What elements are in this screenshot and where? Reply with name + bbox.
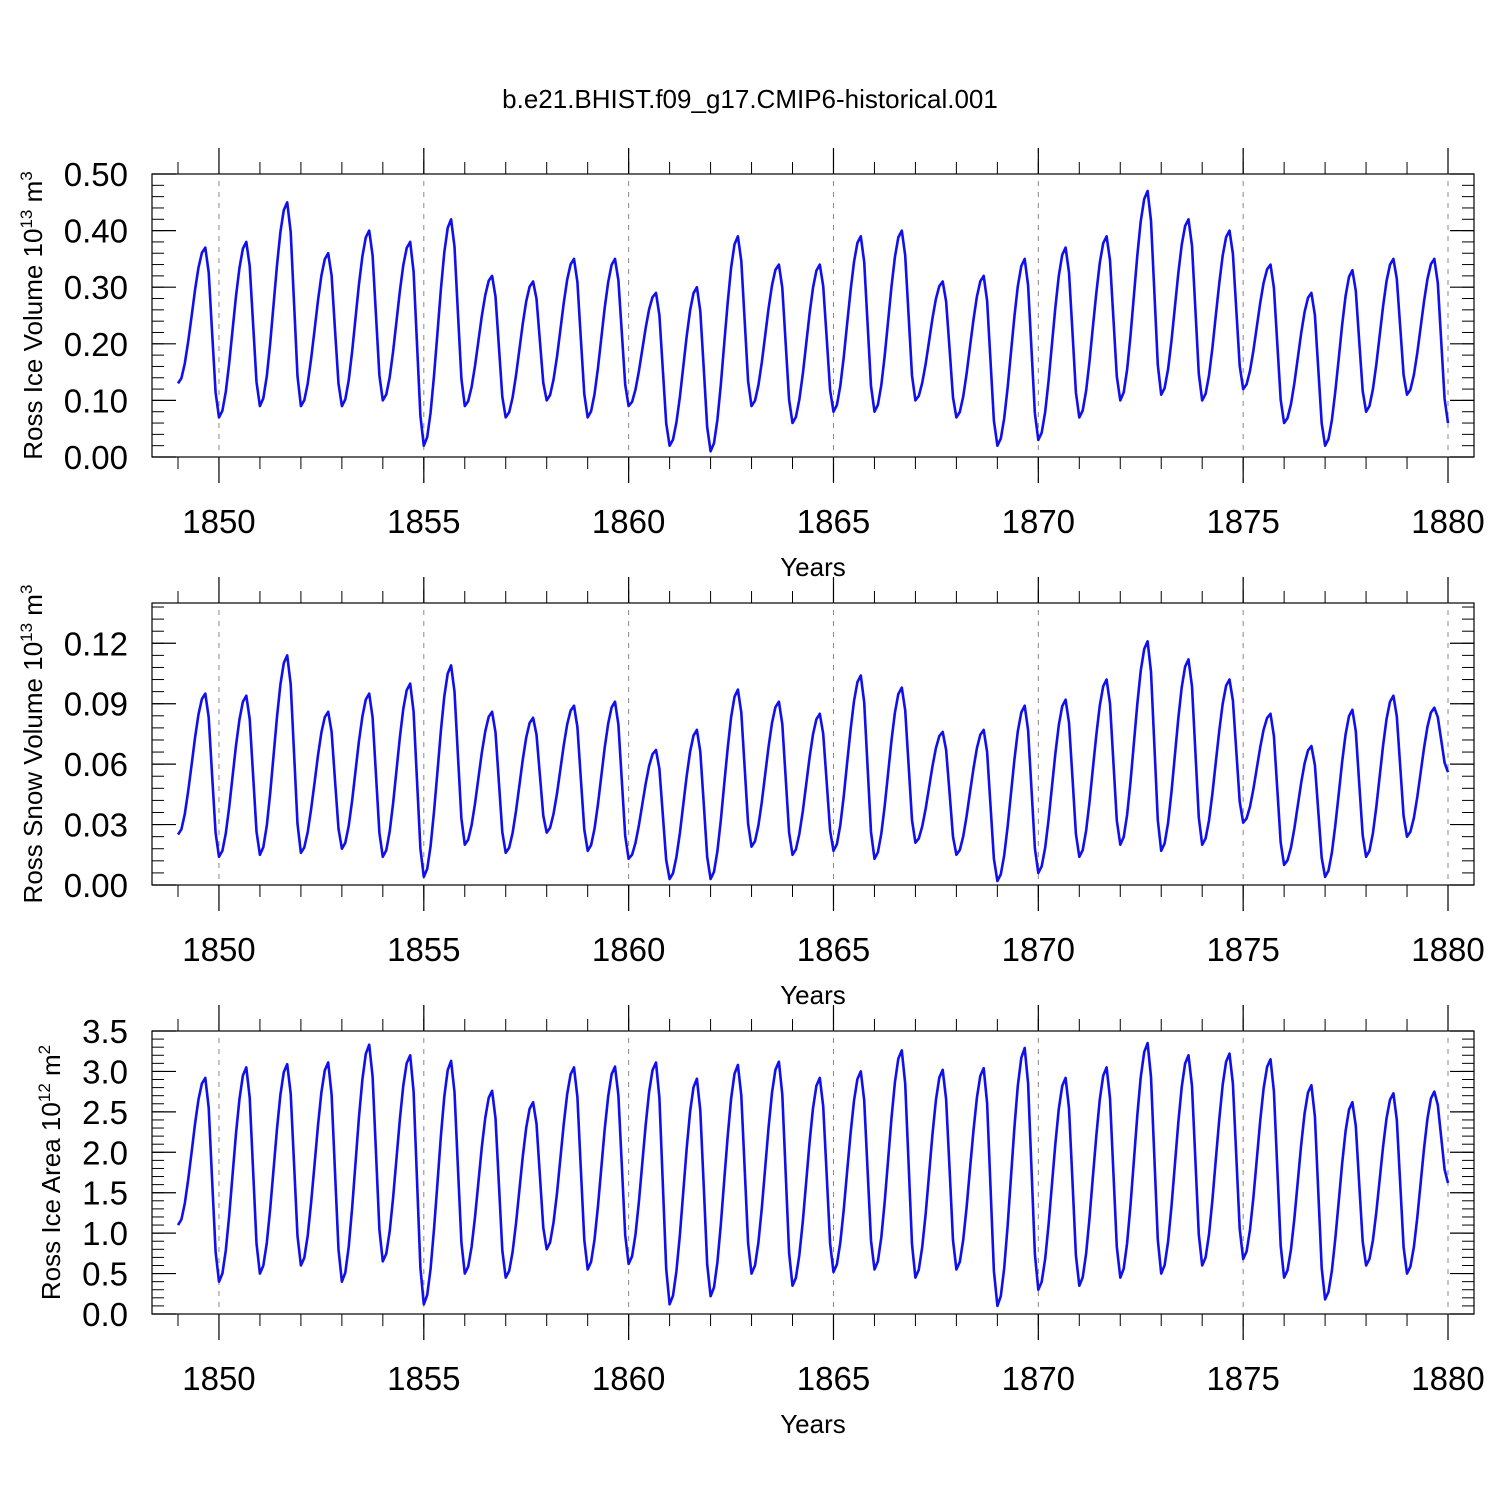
x-tick-label: 1865: [797, 931, 870, 968]
x-tick-label: 1880: [1411, 931, 1484, 968]
x-tick-label: 1860: [592, 931, 665, 968]
y-tick-label: 0.06: [64, 746, 128, 783]
plot-frame: [151, 173, 1475, 458]
x-axis-label: Years: [780, 1409, 846, 1439]
x-tick-label: 1870: [1002, 1360, 1075, 1397]
y-tick-label: 0.5: [82, 1256, 128, 1293]
y-tick-label: 0.40: [64, 213, 128, 250]
x-tick-label: 1850: [182, 1360, 255, 1397]
y-tick-label: 0.00: [64, 439, 128, 476]
x-tick-label: 1870: [1002, 503, 1075, 540]
x-tick-label: 1880: [1411, 1360, 1484, 1397]
x-tick-label: 1875: [1206, 503, 1279, 540]
x-tick-label: 1875: [1206, 1360, 1279, 1397]
y-tick-label: 0.03: [64, 807, 128, 844]
x-tick-label: 1850: [182, 503, 255, 540]
x-tick-label: 1860: [592, 1360, 665, 1397]
y-axis-label: Ross Ice Area 1012 m2: [35, 1045, 66, 1300]
x-axis-label: Years: [780, 552, 846, 582]
series-line: [176, 640, 1450, 883]
y-tick-label: 0.0: [82, 1296, 128, 1333]
y-tick-label: 0.50: [64, 156, 128, 193]
y-tick-label: 0.09: [64, 686, 128, 723]
plot-frame: [151, 1030, 1475, 1315]
x-tick-label: 1855: [387, 503, 460, 540]
panel-ross-ice-volume: 1850 1855 1860 1865 1870 1875 1880 Years 0.00 0.1…: [17, 148, 1485, 582]
panel-ross-snow-volume: 1850 1855 1860 1865 1870 1875 1880 Years 0.00 0.0…: [17, 577, 1485, 1010]
x-tick-label: 1865: [797, 1360, 870, 1397]
y-tick-label: 0.30: [64, 269, 128, 306]
x-tick-label: 1865: [797, 503, 870, 540]
x-tick-label: 1860: [592, 503, 665, 540]
y-axis-label: Ross Snow Volume 1013 m3: [17, 585, 48, 904]
y-tick-label: 2.5: [82, 1094, 128, 1131]
y-tick-label: 1.5: [82, 1175, 128, 1212]
panel-ross-ice-area: 1850 1855 1860 1865 1870 1875 1880 Years 0.00.5 1…: [35, 1005, 1485, 1439]
y-tick-label: 0.20: [64, 326, 128, 363]
y-tick-label: 2.0: [82, 1134, 128, 1171]
y-tick-label: 3.5: [82, 1013, 128, 1050]
x-tick-label: 1850: [182, 931, 255, 968]
x-tick-label: 1875: [1206, 931, 1279, 968]
x-tick-label: 1880: [1411, 503, 1484, 540]
x-tick-label: 1855: [387, 1360, 460, 1397]
y-tick-label: 1.0: [82, 1215, 128, 1252]
y-axis-label: Ross Ice Volume 1013 m3: [17, 171, 48, 460]
series-line: [176, 189, 1450, 453]
x-axis-label: Years: [780, 980, 846, 1010]
y-tick-label: 3.0: [82, 1053, 128, 1090]
x-tick-label: 1855: [387, 931, 460, 968]
x-tick-label: 1870: [1002, 931, 1075, 968]
series-line: [176, 1041, 1450, 1308]
y-tick-label: 0.00: [64, 867, 128, 904]
figure-title: b.e21.BHIST.f09_g17.CMIP6-historical.001: [502, 84, 998, 114]
y-tick-label: 0.10: [64, 382, 128, 419]
plot-frame: [151, 602, 1475, 886]
y-tick-label: 0.12: [64, 625, 128, 662]
